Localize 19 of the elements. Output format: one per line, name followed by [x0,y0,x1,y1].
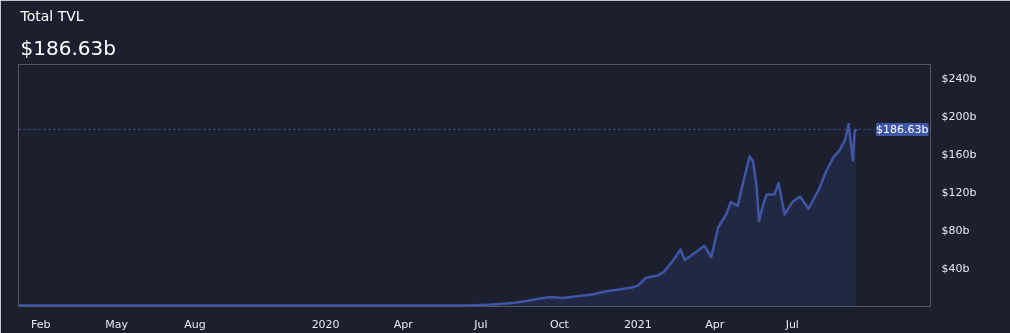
chart-subtitle: $186.63b [20,35,116,60]
y-tick-label: $40b [941,262,970,276]
x-tick-label: May [105,317,129,331]
x-tick-label: 2020 [311,317,340,331]
x-tick-label: Feb [30,317,51,331]
x-tick-label: 2021 [623,317,652,331]
x-tick-label: Oct [549,317,570,331]
y-tick-label: $120b [941,186,977,200]
x-tick-label: Apr [393,317,414,331]
y-tick-label: $160b [941,148,977,162]
y-tick-label: $240b [941,72,977,86]
x-tick-label: Jul [784,317,799,331]
y-tick-label: $200b [941,110,977,124]
y-tick-label: $80b [941,224,970,238]
x-tick-label: Jul [473,317,488,331]
chart-title: Total TVL [19,7,84,24]
x-tick-label: Aug [184,317,206,331]
ref-line-label: $186.63b [876,122,929,136]
x-tick-label: Apr [705,317,725,331]
